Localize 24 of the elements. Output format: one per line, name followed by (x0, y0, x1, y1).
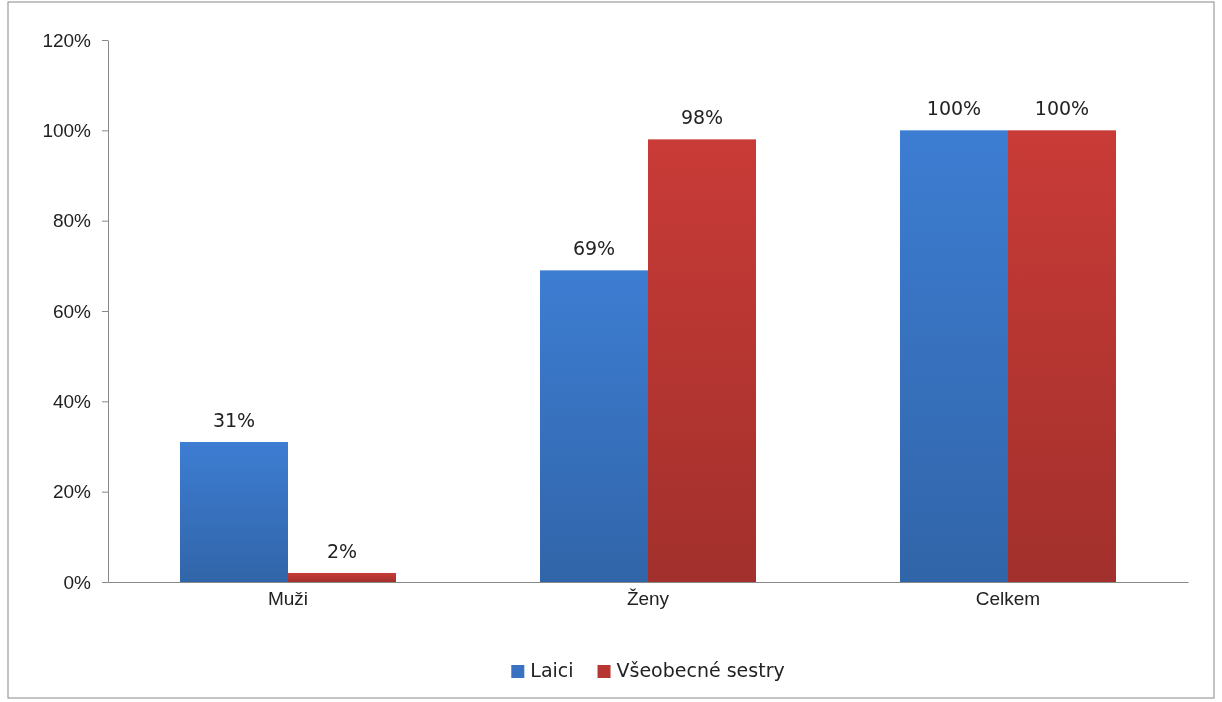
data-label: 69% (572, 237, 616, 260)
bar (180, 441, 288, 582)
bar (900, 130, 1008, 582)
bar (648, 139, 756, 582)
y-tick-label: 100% (42, 119, 92, 141)
y-tick-label: 20% (52, 481, 92, 503)
data-label: 98% (680, 106, 724, 129)
y-tick-label: 40% (52, 390, 92, 412)
x-tick-label: Ženy (626, 588, 670, 609)
bar (288, 572, 396, 582)
data-label: 100% (1034, 97, 1090, 120)
bar (540, 270, 648, 582)
data-label: 31% (212, 408, 256, 431)
x-tick-label: Muži (267, 588, 309, 609)
y-tick-label: 60% (52, 300, 92, 322)
legend-label: Všeobecné sestry (616, 659, 785, 681)
y-tick-label: 80% (52, 210, 92, 232)
legend-label: Laici (530, 659, 574, 681)
data-label: 2% (326, 539, 358, 562)
bar (1008, 130, 1116, 582)
y-tick-label: 0% (63, 571, 92, 593)
x-tick-label: Celkem (975, 588, 1041, 609)
y-tick-label: 120% (42, 29, 92, 51)
data-label: 100% (926, 97, 982, 120)
